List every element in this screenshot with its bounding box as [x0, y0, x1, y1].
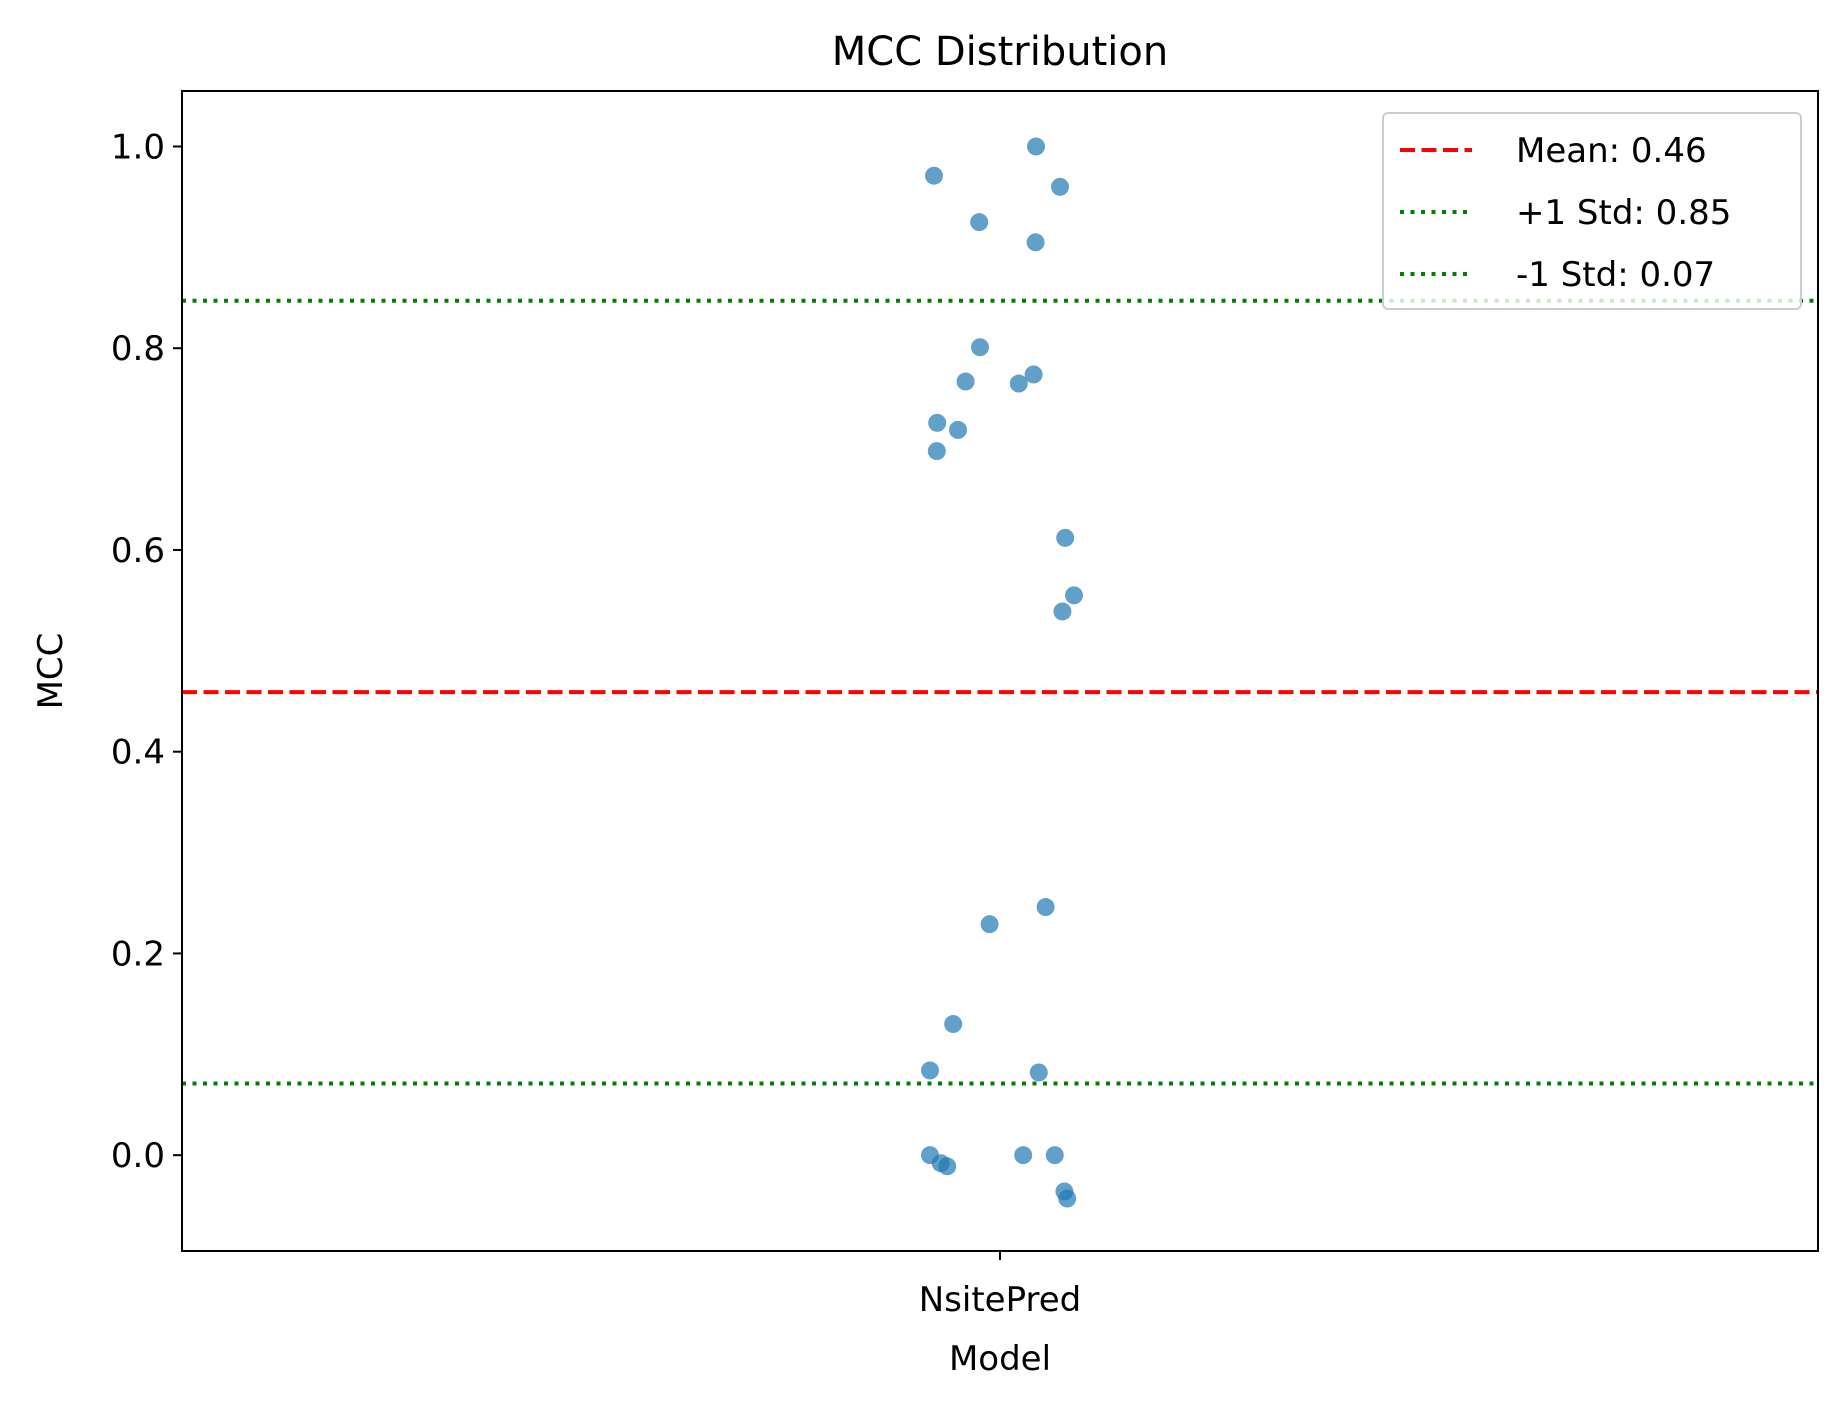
y-tick-label: 0.8 [111, 329, 165, 369]
data-point-15 [1053, 602, 1072, 621]
legend-label: -1 Std: 0.07 [1516, 255, 1715, 295]
data-point-4 [970, 213, 989, 232]
legend-box [1382, 112, 1802, 310]
legend-label: +1 Std: 0.85 [1516, 193, 1731, 233]
data-point-8 [1009, 374, 1028, 393]
data-point-1 [925, 166, 943, 185]
data-point-16 [980, 915, 999, 934]
data-point-13 [1056, 528, 1075, 547]
y-axis-label: MCC [31, 633, 71, 710]
data-point-17 [1036, 898, 1055, 917]
y-tick-label: 0.4 [111, 733, 165, 773]
axes: 0.0 0.2 0.4 0.6 0.8 1.0 NsitePred [111, 127, 1081, 1320]
y-tick-label: 0.0 [111, 1136, 165, 1176]
x-tick-label: NsitePred [919, 1280, 1081, 1320]
y-tick-label: 0.2 [111, 934, 165, 974]
data-point-24 [1014, 1146, 1033, 1165]
data-point-27 [1058, 1189, 1077, 1208]
x-axis-label: Model [949, 1339, 1051, 1379]
legend: Mean: 0.46 +1 Std: 0.85 -1 Std: 0.07 [1382, 112, 1802, 310]
data-point-2 [1027, 137, 1045, 156]
data-point-12 [927, 442, 946, 461]
data-point-11 [949, 420, 967, 439]
data-point-10 [928, 413, 947, 432]
data-point-20 [1029, 1063, 1048, 1082]
data-point-14 [1065, 586, 1083, 605]
data-point-19 [921, 1061, 939, 1080]
chart-title: MCC Distribution [832, 29, 1168, 75]
data-point-5 [1026, 233, 1045, 252]
data-point-7 [956, 372, 975, 391]
legend-label: Mean: 0.46 [1516, 131, 1707, 171]
y-tick-label: 1.0 [111, 127, 165, 167]
data-point-9 [1024, 365, 1043, 384]
data-point-18 [944, 1015, 963, 1034]
data-point-3 [1051, 177, 1069, 196]
data-point-6 [971, 338, 989, 357]
data-point-23 [938, 1157, 957, 1176]
y-tick-label: 0.6 [111, 531, 165, 571]
plot-area [182, 137, 1818, 1208]
data-point-25 [1045, 1146, 1064, 1165]
